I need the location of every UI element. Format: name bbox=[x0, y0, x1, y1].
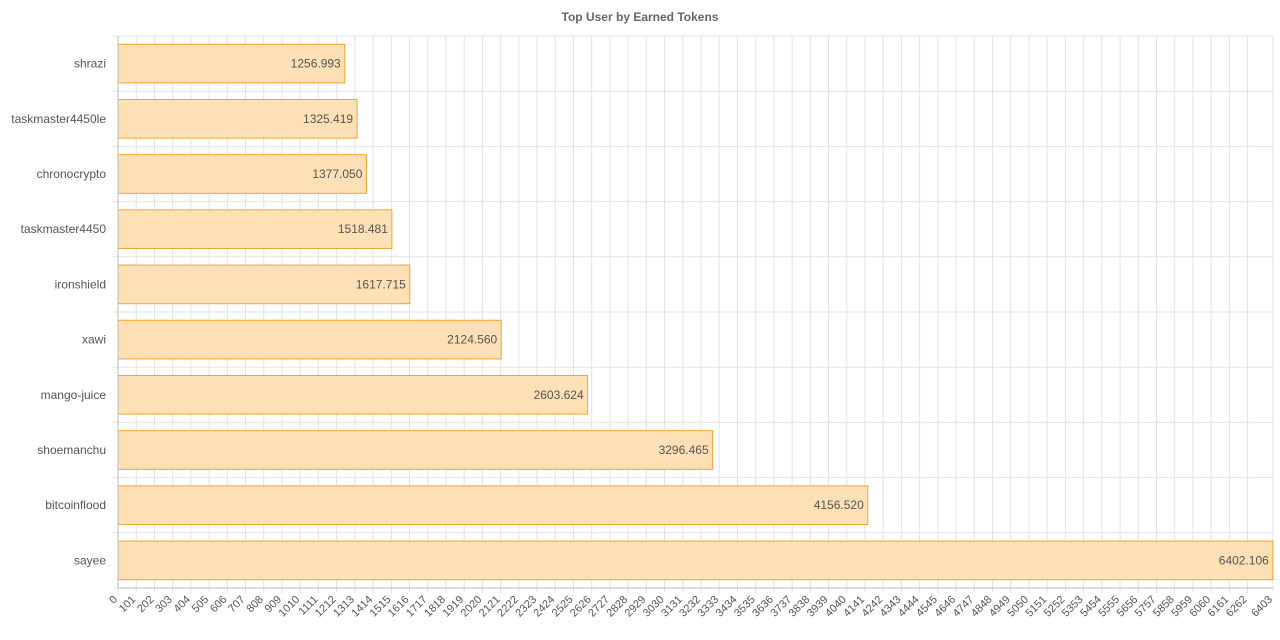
category-label: sayee bbox=[74, 553, 106, 567]
bar-taskmaster4450le bbox=[117, 98, 358, 139]
x-tick-label: 202 bbox=[135, 594, 156, 615]
x-tick-label: 101 bbox=[117, 594, 138, 615]
bar-value-label: 2124.560 bbox=[447, 333, 497, 347]
bar-value-label: 6402.106 bbox=[1219, 553, 1269, 567]
bar-value-label: 1518.481 bbox=[338, 222, 388, 236]
category-label: ironshield bbox=[55, 277, 106, 291]
bar-value-label: 4156.520 bbox=[814, 498, 864, 512]
bar-value-label: 1377.050 bbox=[312, 167, 362, 181]
category-label: taskmaster4450le bbox=[11, 112, 106, 126]
x-tick-label: 505 bbox=[190, 594, 211, 615]
category-label: bitcoinflood bbox=[45, 498, 106, 512]
x-tick-label: 808 bbox=[244, 594, 265, 615]
bar-value-label: 3296.465 bbox=[659, 443, 709, 457]
category-label: shrazi bbox=[74, 57, 106, 71]
bar-bitcoinflood bbox=[117, 485, 869, 526]
bar-value-label: 1617.715 bbox=[356, 277, 406, 291]
category-label: shoemanchu bbox=[37, 443, 106, 457]
bar-mango-juice bbox=[117, 374, 589, 415]
bar-taskmaster4450 bbox=[117, 209, 393, 250]
bar-xawi bbox=[117, 319, 502, 360]
bar-shoemanchu bbox=[117, 430, 714, 470]
category-label: mango-juice bbox=[41, 388, 107, 402]
bar-shrazi bbox=[117, 43, 346, 84]
x-tick-label: 404 bbox=[172, 594, 193, 615]
x-tick-label: 606 bbox=[208, 594, 229, 615]
bar-value-label: 2603.624 bbox=[534, 388, 584, 402]
category-label: xawi bbox=[82, 333, 106, 347]
x-tick-label: 707 bbox=[226, 594, 247, 615]
x-tick-label: 303 bbox=[153, 594, 174, 615]
category-label: chronocrypto bbox=[37, 167, 107, 181]
category-label: taskmaster4450 bbox=[21, 222, 107, 236]
x-tick-label: 6262 bbox=[1224, 594, 1250, 620]
chart-title: Top User by Earned Tokens bbox=[561, 10, 719, 24]
x-tick-label: 6403 bbox=[1249, 594, 1275, 620]
bar-value-label: 1325.419 bbox=[303, 112, 353, 126]
bar-ironshield bbox=[117, 264, 411, 305]
bar-sayee bbox=[117, 540, 1274, 581]
bar-value-label: 1256.993 bbox=[291, 57, 341, 71]
bars: 1256.993 1325.419 1377.050 1518.481 1617.715… bbox=[117, 43, 1274, 581]
